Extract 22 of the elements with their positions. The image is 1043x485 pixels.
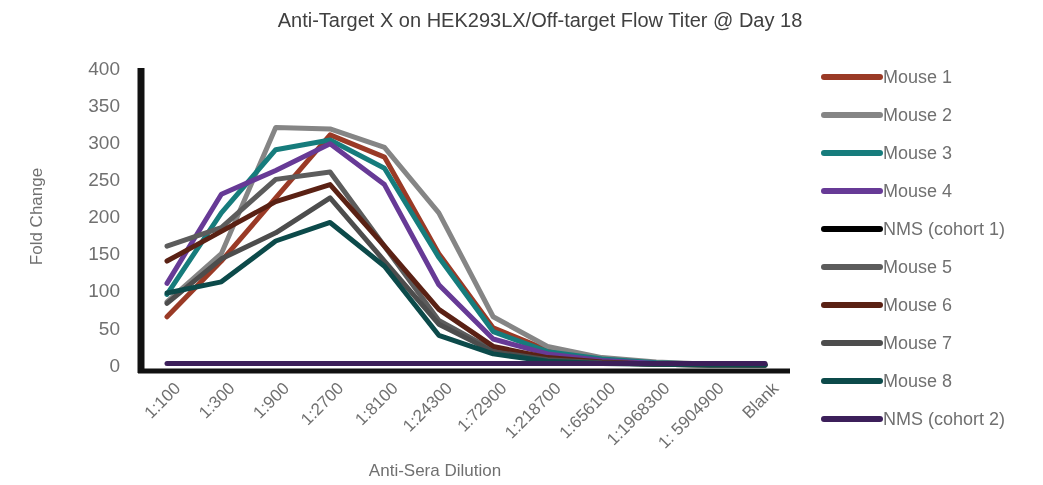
y-tick-label: 400 — [88, 57, 120, 79]
legend-label: Mouse 3 — [883, 143, 953, 164]
y-tick-label: 300 — [88, 131, 120, 153]
y-tick-label: 200 — [88, 206, 120, 228]
legend-label: NMS (cohort 2) — [883, 409, 1006, 430]
legend-label: NMS (cohort 1) — [883, 219, 1006, 240]
y-axis-title: Fold Change — [27, 167, 46, 266]
x-axis-title: Anti-Sera Dilution — [368, 461, 502, 480]
legend-label: Mouse 5 — [883, 257, 953, 278]
y-tick-label: 250 — [88, 169, 120, 191]
legend-label: Mouse 7 — [883, 333, 953, 354]
legend-label: Mouse 2 — [883, 105, 953, 126]
y-tick-label: 100 — [88, 280, 120, 302]
legend-label: Mouse 1 — [883, 67, 953, 88]
y-tick-label: 150 — [88, 243, 120, 265]
chart-title: Anti-Target X on HEK293LX/Off-target Flow Titer @ Day 18 — [277, 9, 803, 31]
y-tick-label: 350 — [88, 94, 120, 116]
legend-label: Mouse 6 — [883, 295, 953, 316]
y-tick-label: 0 — [109, 354, 120, 376]
legend-label: Mouse 8 — [883, 371, 953, 392]
y-tick-label: 50 — [98, 317, 120, 339]
legend-label: Mouse 4 — [883, 181, 953, 202]
